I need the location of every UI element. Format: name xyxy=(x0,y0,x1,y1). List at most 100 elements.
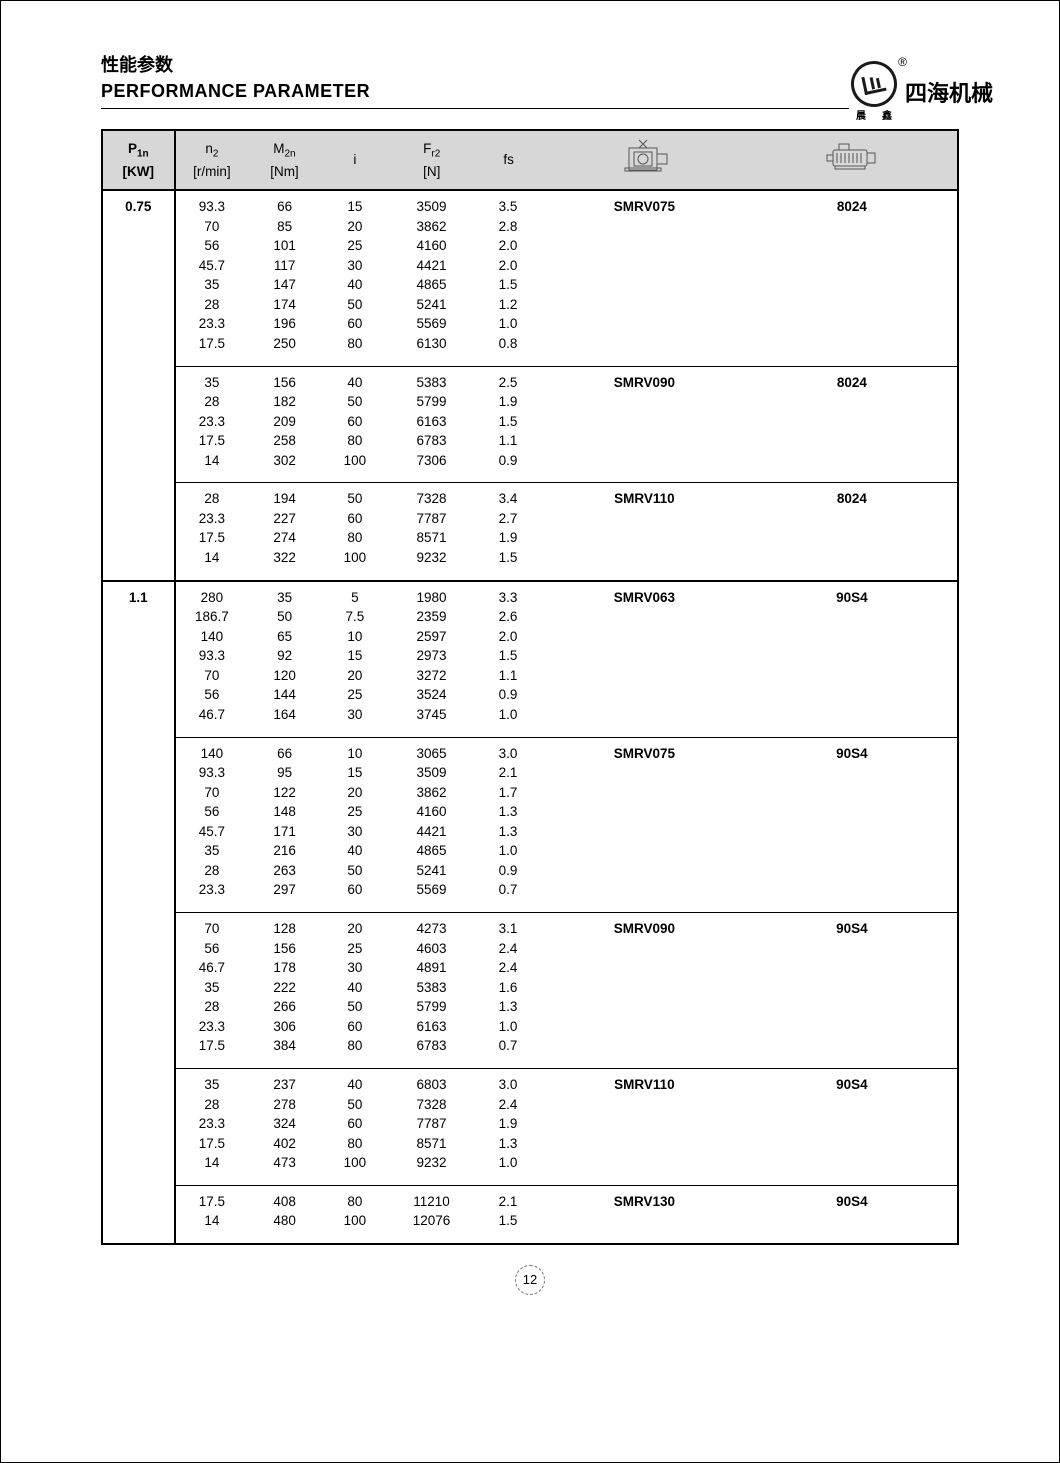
table-row: 140661030653.0SMRV07590S4 xyxy=(176,737,957,763)
cell-fr2: 11210 xyxy=(389,1185,474,1211)
cell-m2n: 402 xyxy=(248,1134,321,1154)
brand-sub-b: 鑫 xyxy=(882,107,892,122)
cell-fr2: 4603 xyxy=(389,939,474,959)
cell-m2n: 66 xyxy=(248,191,321,217)
cell-fs: 1.6 xyxy=(474,978,542,998)
cell-fr2: 5799 xyxy=(389,392,474,412)
cell-n2: 23.3 xyxy=(176,1017,249,1037)
cell-motor: 90S4 xyxy=(747,1185,957,1243)
cell-i: 60 xyxy=(321,1114,389,1134)
cell-n2: 28 xyxy=(176,861,249,881)
cell-n2: 17.5 xyxy=(176,1185,249,1211)
cell-fr2: 8571 xyxy=(389,1134,474,1154)
cell-n2: 17.5 xyxy=(176,334,249,366)
cell-fs: 1.0 xyxy=(474,705,542,737)
cell-fs: 1.9 xyxy=(474,392,542,412)
cell-i: 50 xyxy=(321,392,389,412)
cell-fr2: 3862 xyxy=(389,783,474,803)
cell-fs: 2.0 xyxy=(474,627,542,647)
cell-fr2: 7787 xyxy=(389,509,474,529)
cell-fs: 1.3 xyxy=(474,822,542,842)
cell-m2n: 227 xyxy=(248,509,321,529)
cell-fs: 1.3 xyxy=(474,1134,542,1154)
cell-motor: 90S4 xyxy=(747,1068,957,1185)
cell-n2: 28 xyxy=(176,295,249,315)
cell-fs: 1.5 xyxy=(474,646,542,666)
cell-m2n: 156 xyxy=(248,939,321,959)
cell-fr2: 4891 xyxy=(389,958,474,978)
cell-fr2: 1980 xyxy=(389,582,474,608)
table-body: 0.7593.3661535093.5SMRV07580247085203862… xyxy=(103,191,957,1243)
cell-fr2: 5383 xyxy=(389,978,474,998)
cell-fr2: 7306 xyxy=(389,451,474,483)
cell-m2n: 209 xyxy=(248,412,321,432)
cell-m2n: 65 xyxy=(248,627,321,647)
cell-motor: 90S4 xyxy=(747,582,957,737)
title-cn: 性能参数 xyxy=(101,51,370,77)
cell-m2n: 222 xyxy=(248,978,321,998)
cell-fs: 3.1 xyxy=(474,913,542,939)
cell-i: 30 xyxy=(321,822,389,842)
cell-i: 80 xyxy=(321,431,389,451)
cell-fs: 2.4 xyxy=(474,1095,542,1115)
cell-i: 80 xyxy=(321,1036,389,1068)
cell-m2n: 258 xyxy=(248,431,321,451)
cell-n2: 280 xyxy=(176,582,249,608)
cell-m2n: 278 xyxy=(248,1095,321,1115)
cell-m2n: 480 xyxy=(248,1211,321,1243)
cell-n2: 23.3 xyxy=(176,880,249,912)
cell-m2n: 196 xyxy=(248,314,321,334)
cell-i: 30 xyxy=(321,958,389,978)
cell-fr2: 5569 xyxy=(389,880,474,912)
cell-n2: 17.5 xyxy=(176,528,249,548)
cell-m2n: 182 xyxy=(248,392,321,412)
cell-fr2: 9232 xyxy=(389,548,474,580)
cell-n2: 56 xyxy=(176,685,249,705)
cell-n2: 70 xyxy=(176,666,249,686)
cell-m2n: 128 xyxy=(248,913,321,939)
cell-fs: 2.4 xyxy=(474,958,542,978)
cell-n2: 28 xyxy=(176,997,249,1017)
cell-m2n: 35 xyxy=(248,582,321,608)
col-m2n: M2n [Nm] xyxy=(248,131,321,191)
cell-n2: 140 xyxy=(176,737,249,763)
cell-fs: 2.0 xyxy=(474,256,542,276)
cell-m2n: 263 xyxy=(248,861,321,881)
cell-i: 20 xyxy=(321,913,389,939)
cell-i: 25 xyxy=(321,236,389,256)
registered-mark: ® xyxy=(898,55,907,69)
cell-fs: 1.9 xyxy=(474,528,542,548)
cell-fr2: 6163 xyxy=(389,412,474,432)
cell-i: 25 xyxy=(321,685,389,705)
cell-n2: 140 xyxy=(176,627,249,647)
cell-fs: 2.4 xyxy=(474,939,542,959)
cell-model: SMRV075 xyxy=(542,191,747,366)
cell-fs: 1.7 xyxy=(474,783,542,803)
cell-n2: 35 xyxy=(176,841,249,861)
cell-n2: 14 xyxy=(176,451,249,483)
cell-fs: 0.9 xyxy=(474,451,542,483)
cell-model: SMRV130 xyxy=(542,1185,747,1243)
cell-fs: 2.0 xyxy=(474,236,542,256)
cell-m2n: 384 xyxy=(248,1036,321,1068)
cell-motor: 90S4 xyxy=(747,737,957,913)
cell-fs: 1.0 xyxy=(474,314,542,334)
cell-i: 15 xyxy=(321,763,389,783)
power-groups-cell: 93.3661535093.5SMRV075802470852038622.85… xyxy=(176,191,957,582)
table-row: 93.3661535093.5SMRV0758024 xyxy=(176,191,957,217)
cell-fr2: 4421 xyxy=(389,256,474,276)
page-header: 性能参数 PERFORMANCE PARAMETER ® 晨 鑫 四海机械 xyxy=(101,51,959,109)
cell-model: SMRV090 xyxy=(542,366,747,483)
cell-i: 50 xyxy=(321,1095,389,1115)
cell-i: 100 xyxy=(321,451,389,483)
page-number: 12 xyxy=(523,1272,537,1287)
cell-i: 50 xyxy=(321,861,389,881)
cell-m2n: 144 xyxy=(248,685,321,705)
cell-i: 80 xyxy=(321,1134,389,1154)
page-footer: 12 xyxy=(101,1265,959,1295)
cell-fr2: 6163 xyxy=(389,1017,474,1037)
power-groups-cell: 28035519803.3SMRV06390S4186.7507.523592.… xyxy=(176,582,957,1243)
cell-m2n: 95 xyxy=(248,763,321,783)
cell-i: 80 xyxy=(321,528,389,548)
cell-fs: 3.3 xyxy=(474,582,542,608)
